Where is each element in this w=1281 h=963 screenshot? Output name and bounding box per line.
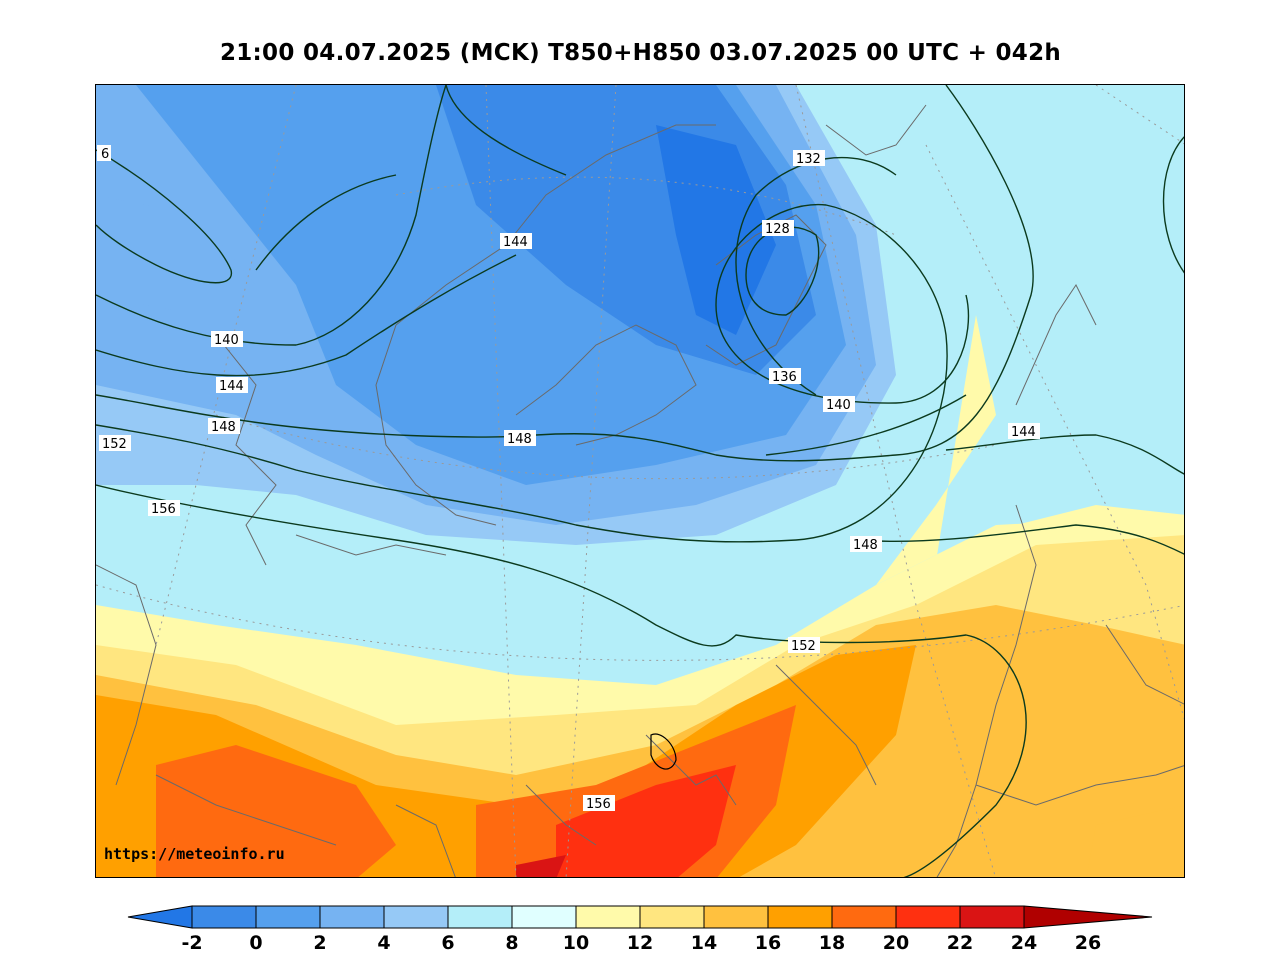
colorbar-boxes [127, 905, 1153, 929]
colorbar-swatch [447, 905, 513, 929]
colorbar-tick-label: 16 [755, 932, 781, 954]
contour-label-group: 6 132 128 144 140 144 148 152 136 140 14… [97, 145, 1040, 812]
contour-label: 144 [503, 235, 528, 250]
contour-label: 140 [826, 398, 851, 413]
colorbar-swatch [895, 905, 961, 929]
contour-label: 156 [151, 502, 176, 517]
colorbar-tick-label: 4 [377, 932, 390, 954]
colorbar-tick-label: 8 [505, 932, 518, 954]
colorbar-swatch [831, 905, 897, 929]
contour-label: 152 [102, 437, 127, 452]
colorbar-tick-label: 18 [819, 932, 845, 954]
colorbar-tick-label: 2 [313, 932, 326, 954]
colorbar-right-arrow [1023, 905, 1153, 929]
contour-label: 136 [772, 370, 797, 385]
contour-label: 140 [214, 333, 239, 348]
graticule [96, 85, 1184, 877]
colorbar-tick-label: 12 [627, 932, 653, 954]
map-title: 21:00 04.07.2025 (MCK) T850+H850 03.07.2… [219, 40, 1062, 66]
contour-label: 148 [853, 538, 878, 553]
map-panel: 6 132 128 144 140 144 148 152 136 140 14… [95, 84, 1185, 878]
source-url: https://meteoinfo.ru [104, 845, 285, 863]
temperature-map: 6 132 128 144 140 144 148 152 136 140 14… [96, 85, 1184, 877]
colorbar-tick-label: 6 [441, 932, 454, 954]
colorbar-tick-label: 10 [563, 932, 589, 954]
temperature-shading [96, 85, 1184, 877]
contour-label: 132 [796, 152, 821, 167]
colorbar-tick-label: 20 [883, 932, 909, 954]
colorbar-left-arrow [127, 905, 193, 929]
azov-lake [650, 733, 677, 770]
colorbar-tick-label: 24 [1011, 932, 1037, 954]
colorbar-swatch [959, 905, 1025, 929]
colorbar-ticks: -2 0 2 4 6 8 10 12 14 16 18 20 22 24 26 [181, 932, 1101, 954]
colorbar-swatch [575, 905, 641, 929]
colorbar-tick-label: 14 [691, 932, 717, 954]
contour-label: 128 [765, 222, 790, 237]
colorbar-swatch [255, 905, 321, 929]
colorbar-swatch [703, 905, 769, 929]
contour-label: 144 [1011, 425, 1036, 440]
colorbar-swatch [767, 905, 833, 929]
temperature-colorbar: -2 0 2 4 6 8 10 12 14 16 18 20 22 24 26 [127, 905, 1153, 954]
colorbar-tick-label: 22 [947, 932, 973, 954]
contour-label: 148 [507, 432, 532, 447]
colorbar-swatch [191, 905, 257, 929]
colorbar-swatch [319, 905, 385, 929]
colorbar-swatch [511, 905, 577, 929]
colorbar-tick-label: -2 [181, 932, 202, 954]
contour-label: 6 [101, 147, 109, 162]
colorbar-swatch [639, 905, 705, 929]
contour-label: 148 [211, 420, 236, 435]
contour-label: 144 [219, 379, 244, 394]
height-contours [96, 85, 1184, 877]
contour-label: 156 [586, 797, 611, 812]
colorbar-tick-label: 26 [1075, 932, 1101, 954]
colorbar-tick-label: 0 [249, 932, 262, 954]
contour-label: 152 [791, 639, 816, 654]
colorbar-swatch [383, 905, 449, 929]
